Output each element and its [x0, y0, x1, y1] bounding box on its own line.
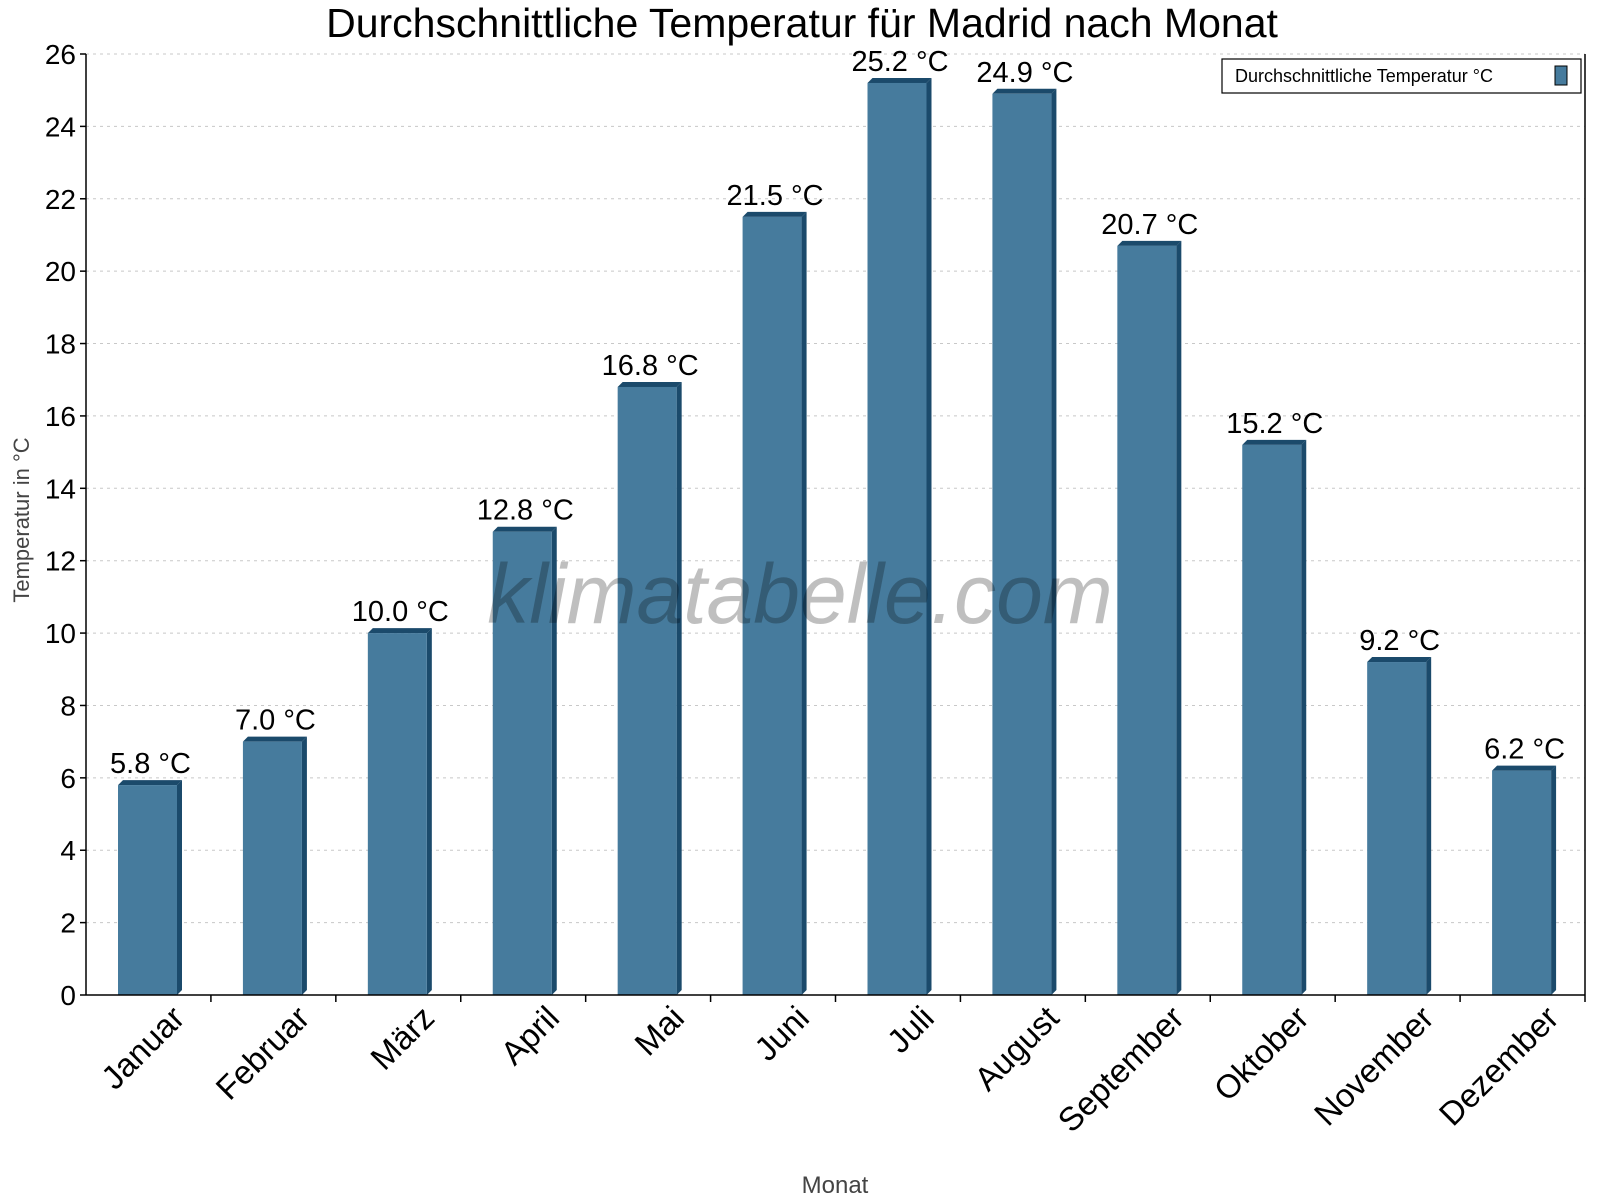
bar-side: [177, 780, 182, 995]
x-axis-label: Monat: [802, 1172, 869, 1199]
x-tick-label: Juni: [747, 999, 816, 1068]
bar: [367, 633, 427, 995]
y-tick-label: 8: [60, 690, 76, 721]
y-axis-label: Temperatur in °C: [9, 437, 34, 602]
y-tick-label: 12: [45, 546, 76, 577]
bar: [1242, 444, 1302, 995]
bar-top: [617, 381, 682, 387]
bar-side: [1051, 88, 1057, 996]
data-label: 9.2 °C: [1359, 625, 1440, 657]
legend-label: Durchschnittliche Temperatur °C: [1235, 66, 1493, 86]
data-label: 10.0 °C: [352, 596, 449, 628]
bar-top: [1242, 439, 1307, 445]
chart-title: Durchschnittliche Temperatur für Madrid …: [326, 0, 1278, 46]
bar: [867, 82, 927, 995]
bar: [492, 531, 552, 995]
x-tick-label: Mai: [627, 999, 691, 1063]
x-tick-label: November: [1307, 999, 1441, 1133]
bar-side: [551, 526, 557, 995]
bar-side: [1176, 240, 1182, 996]
data-label: 12.8 °C: [477, 495, 574, 527]
data-label: 15.2 °C: [1226, 408, 1323, 440]
data-label: 6.2 °C: [1484, 734, 1565, 766]
bar: [617, 386, 677, 995]
y-tick-label: 26: [45, 39, 76, 70]
x-tick-label: Februar: [208, 999, 316, 1107]
legend: Durchschnittliche Temperatur °C: [1221, 58, 1582, 94]
x-tick-label: Dezember: [1432, 999, 1566, 1133]
y-tick-label: 16: [45, 401, 76, 432]
bar-side: [801, 211, 807, 996]
bar-top: [367, 628, 432, 634]
data-labels: 5.8 °C 7.0 °C 10.0 °C 12.8 °C 16.8 °C 21.5 °C…: [110, 46, 1565, 780]
x-tick-label: August: [967, 999, 1066, 1098]
bar-top: [867, 77, 932, 83]
bar-side: [1426, 657, 1432, 995]
data-label: 24.9 °C: [976, 57, 1073, 89]
bar-top: [492, 526, 557, 532]
x-tick-label: Januar: [94, 999, 192, 1097]
y-tick-label: 22: [45, 184, 76, 215]
data-label: 21.5 °C: [727, 180, 824, 212]
data-label: 7.0 °C: [235, 705, 316, 737]
bar: [1367, 662, 1427, 995]
y-tick-label: 18: [45, 329, 76, 360]
watermark: klimatabelle.com: [487, 547, 1113, 641]
bar: [1492, 770, 1552, 995]
bar-top: [242, 736, 307, 742]
y-tick-label: 20: [45, 256, 76, 287]
bar-top: [118, 780, 182, 786]
bar-top: [1492, 765, 1557, 771]
bar-top: [1117, 240, 1182, 246]
data-label: 25.2 °C: [851, 46, 948, 78]
bar-side: [1551, 765, 1557, 995]
x-tick-label: Juli: [880, 999, 941, 1060]
legend-swatch: [1554, 65, 1568, 86]
bars: [118, 77, 1557, 996]
grid-lines: [86, 53, 1585, 924]
bar-top: [742, 211, 807, 217]
y-tick-label: 14: [45, 473, 76, 504]
bar: [118, 785, 177, 995]
x-tick-label: Oktober: [1206, 999, 1315, 1108]
y-tick-label: 24: [45, 111, 76, 142]
bar-side: [676, 381, 682, 995]
y-tick-label: 6: [60, 763, 76, 794]
x-tick-label: April: [493, 999, 566, 1072]
bar: [242, 741, 302, 995]
x-tick-label: März: [363, 999, 441, 1077]
bar-side: [301, 736, 307, 995]
bar: [1117, 245, 1177, 996]
legend-box: [1221, 58, 1582, 94]
bar: [992, 93, 1052, 996]
bar-top: [1367, 657, 1432, 663]
data-label: 20.7 °C: [1101, 209, 1198, 241]
y-tick-label: 0: [60, 980, 76, 1011]
bar-side: [426, 628, 432, 995]
bar-side: [926, 77, 932, 995]
x-tick-label: September: [1050, 999, 1190, 1139]
data-label: 16.8 °C: [602, 350, 699, 382]
bar-side: [1301, 439, 1307, 995]
y-tick-label: 4: [60, 835, 76, 866]
data-label: 5.8 °C: [110, 748, 191, 780]
bar-top: [992, 88, 1057, 94]
y-tick-label: 2: [60, 908, 76, 939]
bar: [742, 216, 802, 996]
y-tick-label: 10: [45, 618, 76, 649]
